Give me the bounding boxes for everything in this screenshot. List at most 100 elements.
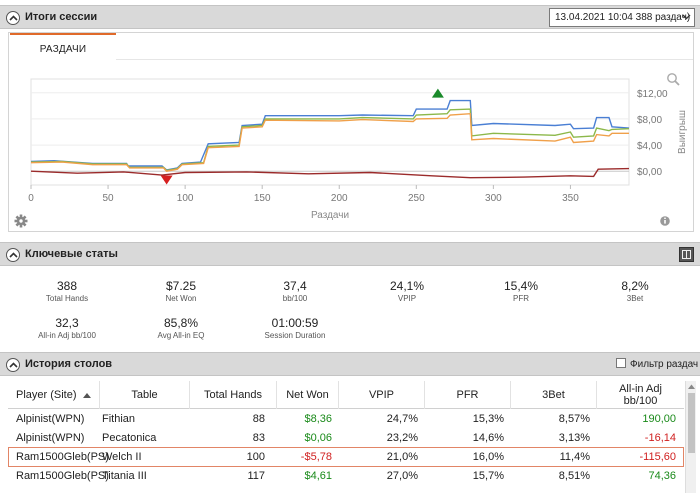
x-tick-label: 300 (485, 193, 502, 204)
min-marker (160, 175, 173, 185)
y-axis-title: Выигрыш (677, 110, 688, 154)
cell-pfr: 14,6% (472, 432, 504, 444)
column-player[interactable]: Player (Site) (8, 381, 100, 409)
sort-asc-icon (82, 393, 91, 398)
cell-vpip: 21,0% (386, 451, 418, 463)
series-line-showdown (30, 167, 630, 179)
cell-vpip: 23,2% (386, 432, 418, 444)
column-pfr[interactable]: PFR (425, 381, 511, 409)
cell-hands: 117 (247, 470, 265, 482)
stat-net-won: $7.25 Net Won (165, 279, 197, 303)
gear-icon-hole (19, 219, 23, 223)
cell-allin-adj: 190,00 (642, 413, 676, 425)
stat-pfr: 15,4% PFR (503, 279, 539, 303)
plot-frame (30, 78, 630, 186)
scroll-up-icon[interactable] (687, 383, 696, 390)
cell-pfr: 15,3% (472, 413, 504, 425)
cell-table: Pecatonica (102, 432, 157, 444)
cell-net-won: $8,36 (304, 413, 332, 425)
cell-player: Ram1500Gleb(PS) (16, 451, 109, 463)
cell-3bet: 11,4% (559, 451, 590, 463)
y-tick-label: $0,00 (637, 167, 662, 178)
cell-net-won: $0,06 (304, 432, 332, 444)
history-header: История столов (0, 352, 700, 376)
x-tick-label: 0 (28, 193, 34, 204)
collapse-chevron-icon[interactable] (6, 11, 20, 25)
cell-allin-adj: -16,14 (644, 432, 676, 444)
stat-allin-adj: 32,3 All-in Adj bb/100 (38, 316, 96, 340)
zoom-icon-lens (667, 73, 677, 83)
layout-toggle-icon[interactable] (679, 247, 694, 262)
session-chart: $0,00 $4,00 $8,00 $12,00 0 50 100 150 200 250 300 3… (14, 73, 688, 228)
cell-vpip: 24,7% (386, 413, 418, 425)
zoom-icon (667, 73, 680, 86)
stat-bb100: 37,4 bb/100 (282, 279, 308, 303)
gear-icon-tooth (19, 224, 23, 228)
column-allin-adj[interactable]: All-in Adj bb/100 (619, 383, 662, 407)
y-tick-label: $4,00 (637, 141, 662, 152)
gear-icon (14, 214, 28, 228)
y-tick-label: $8,00 (637, 115, 662, 126)
gear-icon-tooth (19, 214, 23, 218)
stat-vpip: 24,1% VPIP (389, 279, 425, 303)
checkbox-icon[interactable] (616, 358, 626, 368)
key-stats-title: Ключевые статы (25, 248, 118, 260)
series-line-all-in-adj (30, 112, 629, 172)
collapse-chevron-icon[interactable] (6, 248, 20, 262)
key-stats-header: Ключевые статы (0, 242, 700, 266)
cell-net-won: -$5,78 (300, 451, 332, 463)
cell-player: Ram1500Gleb(PS) (16, 470, 109, 482)
max-marker (431, 88, 444, 98)
cell-3bet: 8,51% (558, 470, 590, 482)
cell-vpip: 27,0% (386, 470, 418, 482)
y-tick-label: $12,00 (637, 89, 668, 100)
stat-session-duration: 01:00:59 Session Duration (264, 316, 326, 340)
x-tick-label: 200 (331, 193, 348, 204)
session-title: Итоги сессии (25, 11, 98, 23)
table-scrollbar[interactable] (685, 381, 696, 493)
tab-hands[interactable]: РАЗДАЧИ (10, 33, 116, 60)
cell-hands: 88 (252, 413, 265, 425)
cell-3bet: 8,57% (558, 413, 590, 425)
hand-filter-label: Фильтр раздач (630, 359, 699, 370)
session-selector-value: 13.04.2021 10:04 388 раздач) (555, 12, 691, 23)
table-row-selected[interactable]: Ram1500Gleb(PS) Welch II 100 -$5,78 21,0… (8, 447, 684, 467)
x-axis-title: Раздачи (311, 210, 349, 221)
column-net-won[interactable]: Net Won (277, 381, 339, 409)
history-title: История столов (25, 358, 113, 370)
table-row[interactable]: Alpinist(WPN) Fithian 88 $8,36 24,7% 15,… (8, 410, 684, 429)
stat-3bet: 8,2% 3Bet (621, 279, 649, 303)
cell-net-won: $4,61 (304, 470, 332, 482)
cell-table: Titania III (102, 470, 147, 482)
x-tick-label: 250 (408, 193, 425, 204)
x-tick-label: 350 (562, 193, 579, 204)
cell-pfr: 15,7% (472, 470, 504, 482)
scrollbar-thumb[interactable] (688, 393, 695, 453)
column-table[interactable]: Table (100, 381, 190, 409)
hand-filter-checkbox[interactable]: Фильтр раздач (616, 358, 698, 370)
column-total-hands[interactable]: Total Hands (190, 381, 277, 409)
cell-player: Alpinist(WPN) (16, 432, 85, 444)
info-icon (660, 216, 670, 226)
cell-player: Alpinist(WPN) (16, 413, 85, 425)
x-tick-label: 100 (177, 193, 194, 204)
collapse-chevron-icon[interactable] (6, 358, 20, 372)
x-tick-label: 150 (254, 193, 271, 204)
table-row[interactable]: Ram1500Gleb(PS) Titania III 117 $4,61 27… (8, 467, 684, 486)
cell-allin-adj: -115,60 (639, 451, 677, 463)
cell-3bet: 3,13% (558, 432, 590, 444)
column-3bet[interactable]: 3Bet (511, 381, 597, 409)
chart-panel: РАЗДАЧИ $0,00 $4,00 $8,00 $12,00 0 50 100 150 20… (8, 32, 694, 232)
x-tick-label: 50 (102, 193, 114, 204)
stat-avg-allin-eq: 85,8% Avg All-in EQ (157, 316, 205, 340)
cell-table: Fithian (102, 413, 136, 425)
column-vpip[interactable]: VPIP (339, 381, 425, 409)
table-row[interactable]: Alpinist(WPN) Pecatonica 83 $0,06 23,2% … (8, 429, 684, 448)
cell-table: Welch II (102, 451, 142, 463)
info-icon-dot (664, 217, 666, 219)
history-table-header: Player (Site) Table Total Hands Net Won … (8, 381, 684, 409)
chevron-down-icon (682, 14, 691, 20)
cell-hands: 83 (252, 432, 265, 444)
cell-allin-adj: 74,36 (648, 470, 676, 482)
session-selector[interactable]: 13.04.2021 10:04 388 раздач) (549, 8, 695, 27)
